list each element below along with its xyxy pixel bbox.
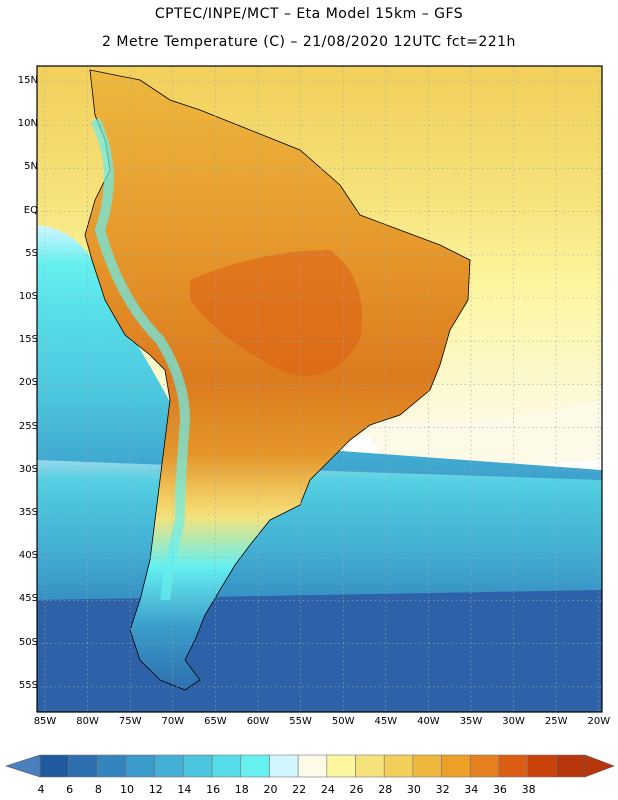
chart-title-line1: CPTEC/INPE/MCT – Eta Model 15km – GFS [154, 6, 464, 22]
legend-tick-label: 4 [37, 783, 45, 796]
legend-arrow-high [584, 754, 615, 778]
legend-tick-label: 28 [378, 783, 393, 796]
lat-label: 5N [24, 161, 38, 173]
lat-label: 15S [18, 334, 38, 346]
lon-label: 55W [289, 716, 312, 727]
lat-label: 30S [18, 463, 38, 475]
ocean-warm-tongue [360, 400, 602, 464]
lon-label: 80W [76, 716, 99, 727]
andes-cool-strip [90, 117, 191, 601]
legend-swatch [97, 754, 127, 778]
legend-swatch [68, 754, 98, 778]
legend-swatch [240, 754, 270, 778]
legend-tick-label: 34 [464, 783, 479, 796]
legend-tick-label: 38 [521, 783, 536, 796]
legend-swatch [441, 754, 471, 778]
lon-label: 25W [544, 716, 568, 727]
lon-label: 60W [246, 716, 270, 727]
legend-swatch [211, 754, 242, 778]
legend-swatch [412, 754, 442, 778]
legend-tick-label: 16 [206, 783, 221, 796]
legend-tick-label: 6 [66, 783, 74, 796]
lat-label: 50S [18, 636, 38, 648]
legend-swatch [355, 754, 385, 778]
legend-tick-label: 32 [435, 783, 450, 796]
lat-label: 55S [18, 679, 38, 691]
chart-title-line2: 2 Metre Temperature (C) – 21/08/2020 12U… [102, 34, 516, 50]
lat-label: EQ [23, 204, 38, 216]
lon-label: 30W [502, 716, 525, 727]
lon-label: 20W [587, 716, 611, 727]
lat-label: 10S [18, 291, 38, 302]
legend-swatch [125, 754, 156, 778]
lat-label: 45S [18, 593, 38, 605]
legend-arrow-low [5, 754, 41, 778]
lon-label: 45W [374, 716, 398, 727]
lon-label: 50W [331, 716, 355, 727]
map-field [37, 66, 602, 712]
lon-label: 75W [118, 716, 142, 727]
lon-label: 65W [204, 716, 227, 727]
legend-tick-label: 26 [349, 783, 364, 796]
legend-tick-label: 24 [320, 783, 335, 796]
legend-swatch [154, 754, 184, 778]
lat-label: 20S [18, 377, 38, 389]
lon-label: 70W [161, 716, 185, 727]
legend-tick-label: 18 [234, 783, 249, 796]
legend-tick-label: 36 [492, 783, 507, 796]
legend-tick-label: 8 [94, 783, 102, 796]
legend-swatch [498, 754, 528, 778]
legend-swatch [527, 754, 557, 778]
legend-tick-label: 12 [148, 783, 163, 796]
legend-swatch [183, 754, 213, 778]
map-frame [36, 65, 603, 713]
legend-swatch [269, 754, 299, 778]
lat-label: 10N [17, 118, 38, 130]
ocean-cold-zone [37, 590, 602, 712]
lat-label: 15N [17, 75, 38, 86]
lat-label: 5S [25, 247, 38, 259]
lon-label: 35W [459, 716, 483, 727]
legend-tick-label: 20 [263, 783, 278, 796]
lat-label: 25S [18, 420, 38, 432]
legend-swatch [297, 754, 328, 778]
lon-label: 40W [417, 716, 440, 727]
legend-tick-label: 14 [177, 783, 192, 796]
lat-label: 35S [18, 507, 38, 518]
legend-tick-label: 10 [120, 783, 135, 796]
legend-tick-label: 30 [406, 783, 421, 796]
legend-swatch [39, 754, 69, 778]
lon-label: 85W [33, 716, 57, 727]
lat-label: 40S [18, 550, 38, 562]
legend-swatch [469, 754, 500, 778]
legend-swatch [383, 754, 414, 778]
legend-tick-label: 22 [292, 783, 307, 796]
color-legend [5, 754, 615, 778]
legend-swatch [556, 754, 586, 778]
heat-core [190, 250, 362, 376]
legend-swatch [326, 754, 356, 778]
